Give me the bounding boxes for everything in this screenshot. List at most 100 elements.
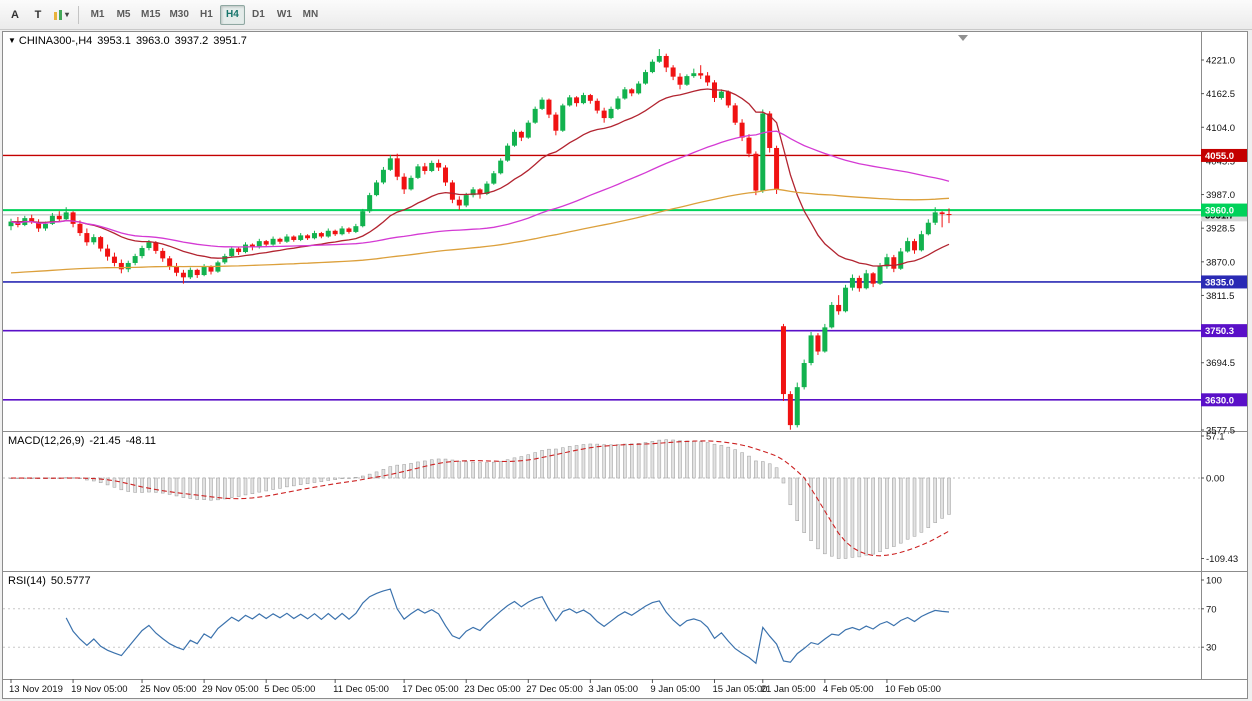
candle-body: [367, 195, 373, 212]
candle-body: [243, 244, 248, 253]
candle-body: [456, 199, 462, 206]
macd-histogram-bar: [154, 477, 158, 493]
macd-histogram-bar: [567, 446, 572, 479]
candle-body: [780, 326, 786, 395]
text-tool-button[interactable]: T: [27, 4, 49, 26]
timeframe-button-m15[interactable]: M15: [137, 5, 164, 25]
candle-body: [98, 237, 104, 249]
macd-histogram-bar: [229, 477, 234, 498]
macd-histogram-bar: [733, 449, 737, 479]
chart-window[interactable]: 4221.04162.54104.04045.53987.03928.53870…: [2, 31, 1248, 699]
macd-histogram-bar: [719, 445, 724, 479]
candle-body: [698, 73, 704, 76]
candle-body: [49, 215, 55, 224]
macd-histogram-bar: [864, 477, 868, 556]
chart-canvas[interactable]: 4221.04162.54104.04045.53987.03928.53870…: [3, 32, 1247, 698]
candle-body: [891, 257, 897, 269]
ma-slow-orange-line: [10, 188, 950, 274]
candle-body: [105, 248, 111, 257]
candle-body: [180, 272, 186, 278]
macd-histogram-bar: [795, 477, 800, 521]
candle-body: [608, 108, 614, 119]
macd-histogram-bar: [692, 441, 696, 479]
candle-body: [408, 177, 414, 190]
macd-histogram-bar: [160, 477, 165, 494]
candle-body: [429, 162, 435, 171]
candle-body: [77, 223, 83, 234]
macd-histogram-bar: [354, 477, 358, 479]
candle-body: [932, 212, 938, 223]
cursor-tool-button[interactable]: A: [4, 4, 26, 26]
macd-histogram-bar: [367, 473, 372, 479]
candle-body: [422, 166, 428, 171]
ohlc-close: 3951.7: [213, 35, 247, 47]
macd-histogram-bar: [423, 460, 427, 479]
macd-histogram-bar: [892, 477, 896, 547]
collapse-arrow-icon[interactable]: ▼: [8, 36, 16, 45]
macd-histogram-bar: [119, 477, 124, 491]
candle-body: [236, 248, 242, 253]
candle-body: [339, 228, 345, 235]
candle-body: [801, 363, 807, 388]
candle-body: [484, 183, 490, 194]
candle-body: [829, 304, 835, 328]
macd-histogram-bar: [305, 477, 310, 484]
candle-body: [615, 98, 621, 109]
time-axis-label: 4 Feb 05:00: [823, 684, 874, 695]
candle-body: [374, 182, 380, 196]
macd-histogram-bar: [912, 477, 917, 537]
candle-body: [511, 131, 517, 146]
ohlc-high: 3963.0: [135, 35, 170, 47]
macd-histogram-bar: [250, 477, 255, 494]
macd-histogram-bar: [257, 477, 262, 493]
timeframe-button-mn[interactable]: MN: [298, 5, 323, 25]
macd-histogram-bar: [940, 477, 944, 519]
time-axis-label: 10 Feb 05:00: [885, 684, 941, 695]
macd-histogram-bar: [485, 462, 489, 479]
macd-histogram-bar: [705, 442, 710, 479]
macd-histogram-bar: [409, 463, 413, 479]
macd-signal-line: [10, 440, 950, 557]
macd-histogram-bar: [443, 458, 448, 479]
macd-histogram-bar: [388, 466, 393, 479]
macd-histogram-bar: [236, 477, 241, 497]
macd-histogram-bar: [395, 464, 399, 479]
ohlc-open: 3953.1: [97, 35, 131, 47]
candle-body: [808, 335, 814, 364]
candle-body: [174, 266, 180, 273]
candle-body: [139, 248, 145, 257]
chart-shift-marker[interactable]: [958, 35, 968, 41]
timeframe-button-w1[interactable]: W1: [272, 5, 297, 25]
candle-body: [718, 91, 724, 98]
macd-histogram-bar: [629, 443, 634, 479]
price-level-tag-text: 3630.0: [1205, 395, 1234, 406]
candle-body: [691, 73, 697, 77]
macd-histogram-bar: [561, 447, 565, 479]
ohlc-low: 3937.2: [174, 35, 209, 47]
macd-histogram-bar: [105, 477, 110, 486]
candle-body: [298, 235, 304, 240]
macd-histogram-bar: [464, 461, 468, 479]
macd-axis-label: 0.00: [1206, 474, 1225, 485]
candle-body: [553, 114, 559, 131]
candle-body: [629, 89, 635, 94]
timeframe-button-d1[interactable]: D1: [246, 5, 271, 25]
macd-histogram-bar: [450, 459, 455, 479]
chart-title: ▼ CHINA300-,H4 3953.1 3963.0 3937.2 3951.7: [8, 35, 247, 47]
candle-body: [794, 387, 800, 426]
timeframe-button-m5[interactable]: M5: [111, 5, 136, 25]
price-axis-label: 4162.5: [1206, 89, 1235, 100]
price-axis-label: 4104.0: [1206, 123, 1235, 134]
timeframe-button-h1[interactable]: H1: [194, 5, 219, 25]
timeframe-button-m1[interactable]: M1: [85, 5, 110, 25]
chart-style-dropdown-button[interactable]: ▾: [50, 4, 72, 26]
candle-body: [153, 242, 159, 251]
candle-body: [305, 235, 311, 239]
candle-body: [636, 83, 642, 94]
macd-histogram-bar: [533, 452, 537, 479]
timeframe-button-m30[interactable]: M30: [165, 5, 192, 25]
candle-body: [415, 166, 421, 178]
macd-histogram-bar: [623, 443, 627, 479]
timeframe-button-h4[interactable]: H4: [219, 4, 245, 25]
price-axis-layer: 4221.04162.54104.04045.53987.03928.53870…: [1201, 56, 1247, 437]
